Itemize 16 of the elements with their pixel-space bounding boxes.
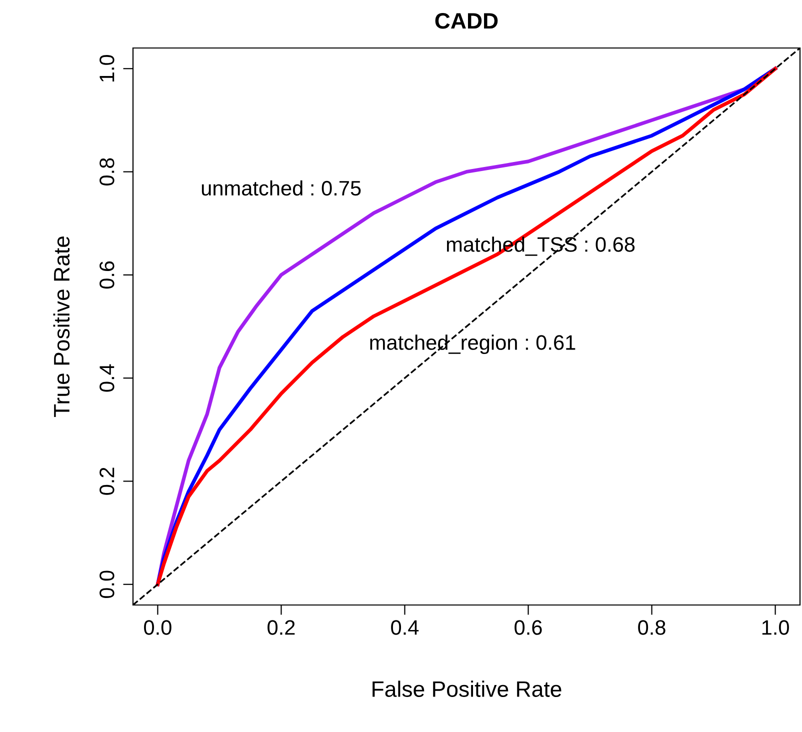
chart-title: CADD xyxy=(435,13,498,29)
x-tick-label: 1.0 xyxy=(762,620,789,635)
x-tick-label: 0.8 xyxy=(638,620,666,635)
y-tick-label: 0.0 xyxy=(100,570,114,598)
y-axis-title: True Positive Rate xyxy=(53,236,70,417)
y-tick-label: 1.0 xyxy=(100,54,114,82)
y-tick-label: 0.4 xyxy=(100,364,114,392)
y-tick-label: 0.6 xyxy=(100,261,114,289)
y-tick-label: 0.2 xyxy=(100,468,114,495)
x-tick-label: 0.2 xyxy=(268,620,295,635)
x-axis-title: False Positive Rate xyxy=(372,680,562,697)
y-tick-label: 0.8 xyxy=(100,158,114,186)
x-tick-label: 0.4 xyxy=(391,620,419,635)
x-tick-label: 0.0 xyxy=(144,620,172,635)
x-tick-label: 0.6 xyxy=(514,620,542,635)
annotation: unmatched : 0.75 xyxy=(202,180,361,196)
